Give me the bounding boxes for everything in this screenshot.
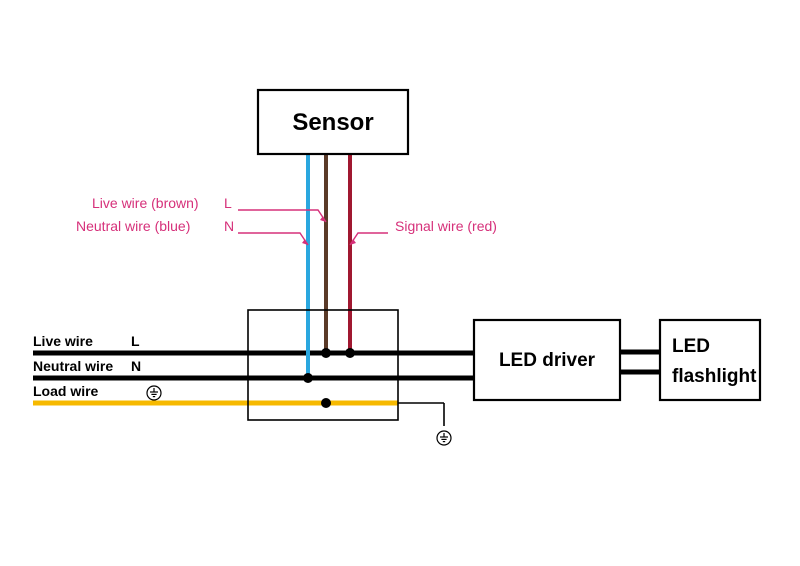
junction-node-2	[303, 373, 313, 383]
junction-node-0	[321, 348, 331, 358]
canvas-bg	[0, 0, 800, 566]
junction-node-1	[345, 348, 355, 358]
junction-node-3	[321, 398, 331, 408]
letter-neutral: N	[131, 358, 141, 374]
annot-neutral-blue-letter: N	[224, 218, 234, 234]
led-label-2: flashlight	[672, 366, 757, 387]
letter-live: L	[131, 333, 140, 349]
annot-live-brown-text: Live wire (brown)	[92, 195, 199, 211]
annot-live-brown-letter: L	[224, 195, 232, 211]
sensor-label: Sensor	[292, 109, 373, 136]
led-label-1: LED	[672, 336, 710, 357]
annot-neutral-blue-text: Neutral wire (blue)	[76, 218, 190, 234]
label-live: Live wire	[33, 333, 93, 349]
led-driver-label: LED driver	[499, 350, 596, 371]
label-load: Load wire	[33, 383, 99, 399]
label-neutral: Neutral wire	[33, 358, 113, 374]
annot-signal-red-text: Signal wire (red)	[395, 218, 497, 234]
led-flashlight-box	[660, 320, 760, 400]
